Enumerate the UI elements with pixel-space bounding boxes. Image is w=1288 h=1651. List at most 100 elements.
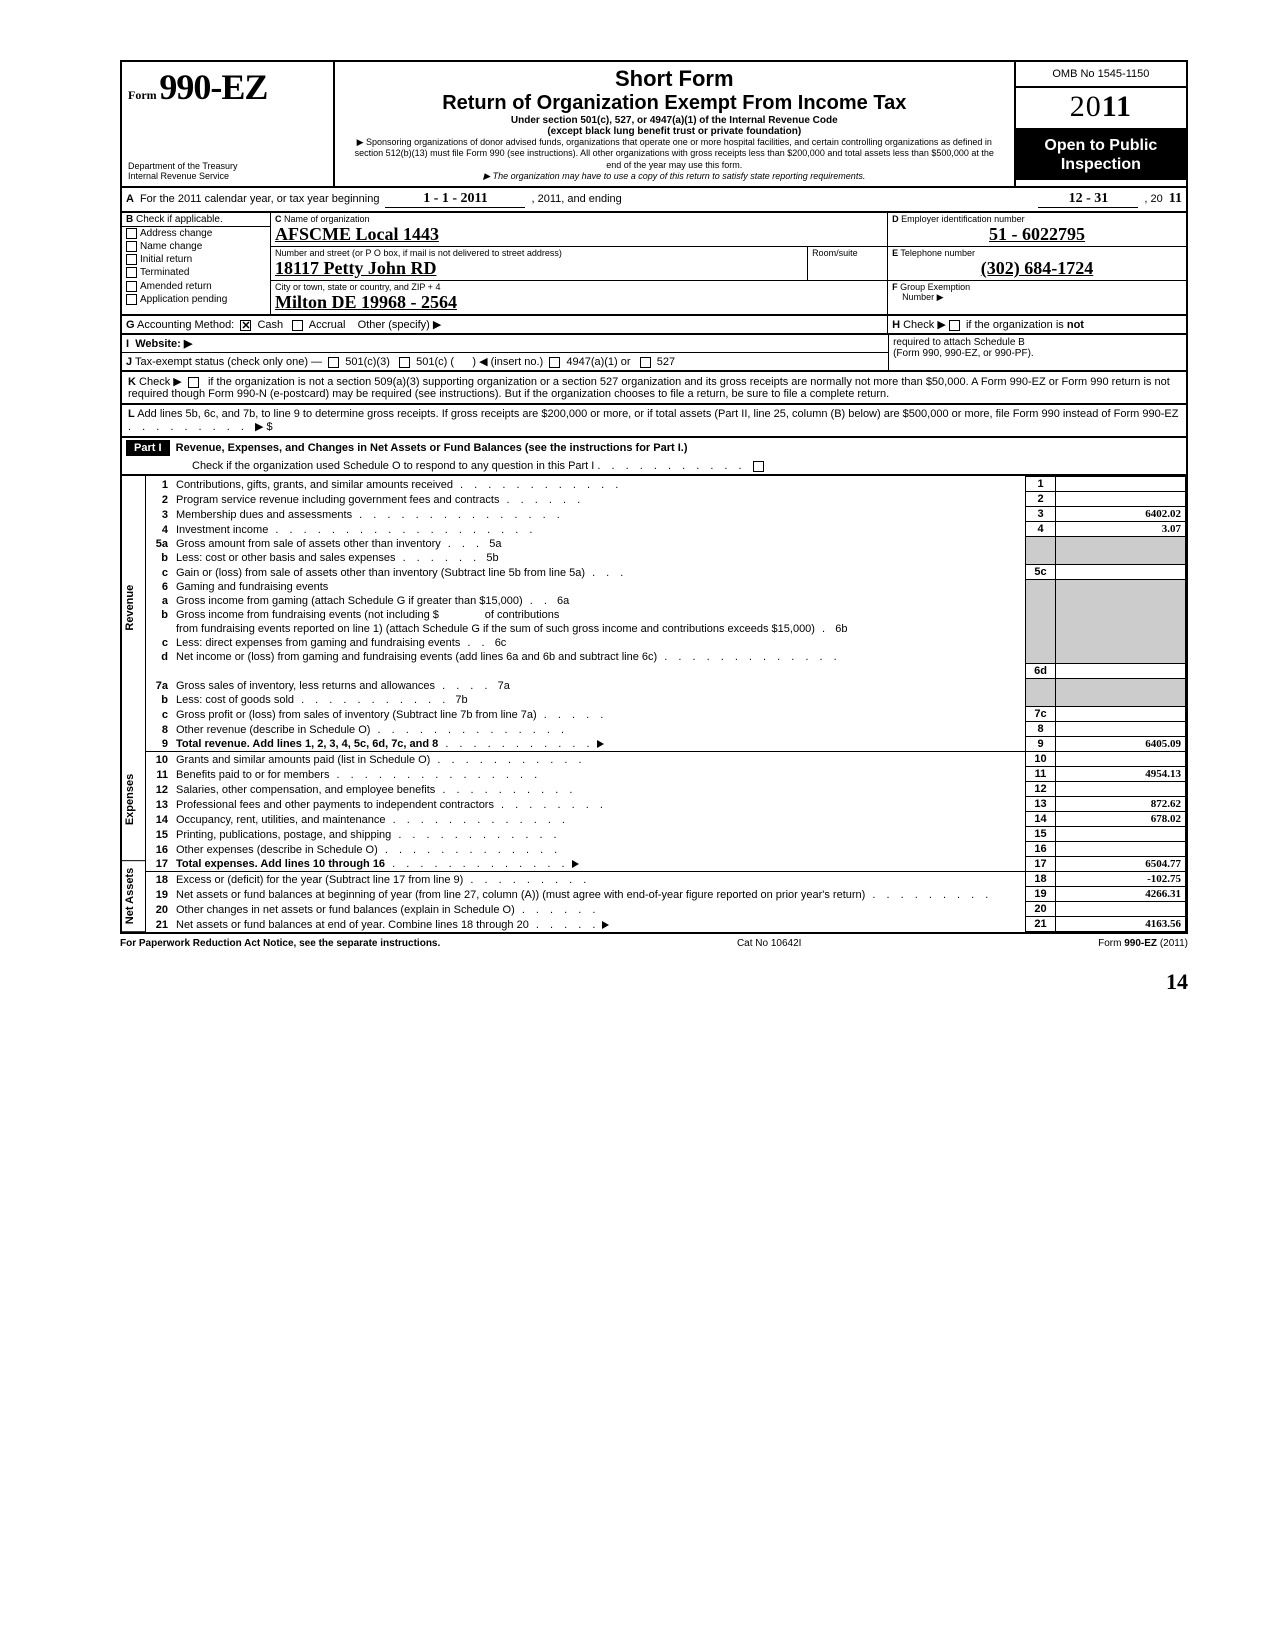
- lines-table: 1Contributions, gifts, grants, and simil…: [146, 476, 1186, 932]
- l1: Contributions, gifts, grants, and simila…: [176, 479, 453, 491]
- page-number: 14: [120, 969, 1188, 995]
- v19: 4266.31: [1056, 887, 1186, 902]
- a-begin: 1 - 1 - 2011: [385, 191, 525, 208]
- chk-pending[interactable]: [126, 294, 137, 305]
- chk-initial[interactable]: [126, 254, 137, 265]
- gh-row: G Accounting Method: Cash Accrual Other …: [120, 316, 1188, 335]
- b2: Initial return: [140, 254, 192, 265]
- chk-527[interactable]: [640, 357, 651, 368]
- chk-address[interactable]: [126, 228, 137, 239]
- jc: 4947(a)(1) or: [566, 356, 630, 368]
- dept-block: Department of the Treasury Internal Reve…: [128, 162, 327, 182]
- b-label: Check if applicable.: [136, 214, 223, 225]
- part1-check-text: Check if the organization used Schedule …: [192, 460, 594, 472]
- chk-501c[interactable]: [399, 357, 410, 368]
- b1: Name change: [140, 241, 202, 252]
- l6b3: from fundraising events reported on line…: [176, 623, 815, 635]
- f-label2: Number ▶: [892, 292, 1182, 303]
- org-addr: 18117 Petty John RD: [275, 258, 803, 279]
- a-tail: , 20: [1144, 193, 1162, 205]
- open-inspection: Open to Public Inspection: [1016, 130, 1186, 180]
- title2: Return of Organization Exempt From Incom…: [341, 92, 1008, 115]
- chk-k[interactable]: [188, 377, 199, 388]
- l-text: Add lines 5b, 6c, and 7b, to line 9 to d…: [137, 408, 1178, 420]
- l19: Net assets or fund balances at beginning…: [176, 889, 865, 901]
- l2: Program service revenue including govern…: [176, 494, 499, 506]
- chk-accrual[interactable]: [292, 320, 303, 331]
- l20: Other changes in net assets or fund bala…: [176, 904, 515, 916]
- line-a: A For the 2011 calendar year, or tax yea…: [120, 188, 1188, 213]
- l9: Total revenue. Add lines 1, 2, 3, 4, 5c,…: [176, 738, 438, 750]
- line-l: L Add lines 5b, 6c, and 7b, to line 9 to…: [120, 405, 1188, 438]
- l17: Total expenses. Add lines 10 through 16: [176, 858, 385, 870]
- l6b1: Gross income from fundraising events (no…: [176, 609, 439, 621]
- sec-netassets: Net Assets: [122, 861, 145, 932]
- ein-value: 51 - 6022795: [892, 224, 1182, 245]
- note1: ▶ Sponsoring organizations of donor advi…: [341, 137, 1008, 171]
- h3: not: [1067, 319, 1084, 331]
- foot-right: Form 990-EZ (2011): [1098, 938, 1188, 949]
- entity-block: B Check if applicable. Address change Na…: [120, 213, 1188, 316]
- h1: Check ▶: [903, 319, 946, 331]
- l5b: Less: cost or other basis and sales expe…: [176, 552, 396, 564]
- v3: 6402.02: [1056, 507, 1186, 522]
- d-label: Employer identification number: [901, 214, 1025, 224]
- sec-expenses: Expenses: [122, 739, 145, 861]
- foot-mid: Cat No 10642I: [737, 938, 802, 949]
- l3: Membership dues and assessments: [176, 509, 352, 521]
- k-text: if the organization is not a section 509…: [128, 376, 1170, 400]
- form-header: Form 990-EZ Department of the Treasury I…: [120, 60, 1188, 188]
- l10: Grants and similar amounts paid (list in…: [176, 754, 430, 766]
- b4: Amended return: [140, 281, 212, 292]
- open2: Inspection: [1061, 156, 1141, 173]
- chk-h[interactable]: [949, 320, 960, 331]
- part1-title: Revenue, Expenses, and Changes in Net As…: [176, 442, 688, 454]
- b5: Application pending: [140, 294, 227, 305]
- f-label: Group Exemption: [900, 282, 970, 292]
- body: Revenue Expenses Net Assets 1Contributio…: [120, 476, 1188, 934]
- city-label: City or town, state or country, and ZIP …: [275, 282, 883, 292]
- g-accrual: Accrual: [309, 319, 346, 331]
- b0: Address change: [140, 228, 212, 239]
- sub2: (except black lung benefit trust or priv…: [341, 126, 1008, 137]
- l14: Occupancy, rent, utilities, and maintena…: [176, 814, 386, 826]
- v13: 872.62: [1056, 797, 1186, 812]
- year-light: 20: [1070, 90, 1102, 123]
- room-label: Room/suite: [812, 248, 883, 258]
- l7c: Gross profit or (loss) from sales of inv…: [176, 709, 537, 721]
- chk-4947[interactable]: [549, 357, 560, 368]
- k-label: Check ▶: [139, 376, 182, 388]
- org-city: Milton DE 19968 - 2564: [275, 292, 883, 313]
- l16: Other expenses (describe in Schedule O): [176, 844, 378, 856]
- part1-badge: Part I: [126, 440, 170, 456]
- jb: 501(c) (: [416, 356, 454, 368]
- l12: Salaries, other compensation, and employ…: [176, 784, 435, 796]
- l5c: Gain or (loss) from sale of assets other…: [176, 567, 585, 579]
- phone-value: (302) 684-1724: [892, 258, 1182, 279]
- chk-cash[interactable]: [240, 320, 251, 331]
- l21: Net assets or fund balances at end of ye…: [176, 919, 529, 931]
- foot-left: For Paperwork Reduction Act Notice, see …: [120, 938, 440, 949]
- g-label: Accounting Method:: [137, 319, 234, 331]
- tri-icon: [572, 860, 579, 868]
- chk-terminated[interactable]: [126, 267, 137, 278]
- org-name: AFSCME Local 1443: [275, 224, 883, 245]
- l4: Investment income: [176, 524, 268, 536]
- chk-501c3[interactable]: [328, 357, 339, 368]
- v21: 4163.56: [1056, 917, 1186, 932]
- l6a: Gross income from gaming (attach Schedul…: [176, 595, 523, 607]
- l8: Other revenue (describe in Schedule O): [176, 724, 370, 736]
- chk-amended[interactable]: [126, 281, 137, 292]
- part1-header: Part I Revenue, Expenses, and Changes in…: [120, 438, 1188, 476]
- chk-name[interactable]: [126, 241, 137, 252]
- v18: -102.75: [1056, 872, 1186, 887]
- c-label: Name of organization: [284, 214, 370, 224]
- form-prefix: Form: [128, 88, 157, 102]
- chk-part1[interactable]: [753, 461, 764, 472]
- line-k: K Check ▶ if the organization is not a s…: [120, 372, 1188, 405]
- a-text: For the 2011 calendar year, or tax year …: [140, 193, 380, 205]
- l7a: Gross sales of inventory, less returns a…: [176, 680, 435, 692]
- tri-icon: [602, 921, 609, 929]
- omb: OMB No 1545-1150: [1016, 62, 1186, 88]
- l6c: Less: direct expenses from gaming and fu…: [176, 637, 460, 649]
